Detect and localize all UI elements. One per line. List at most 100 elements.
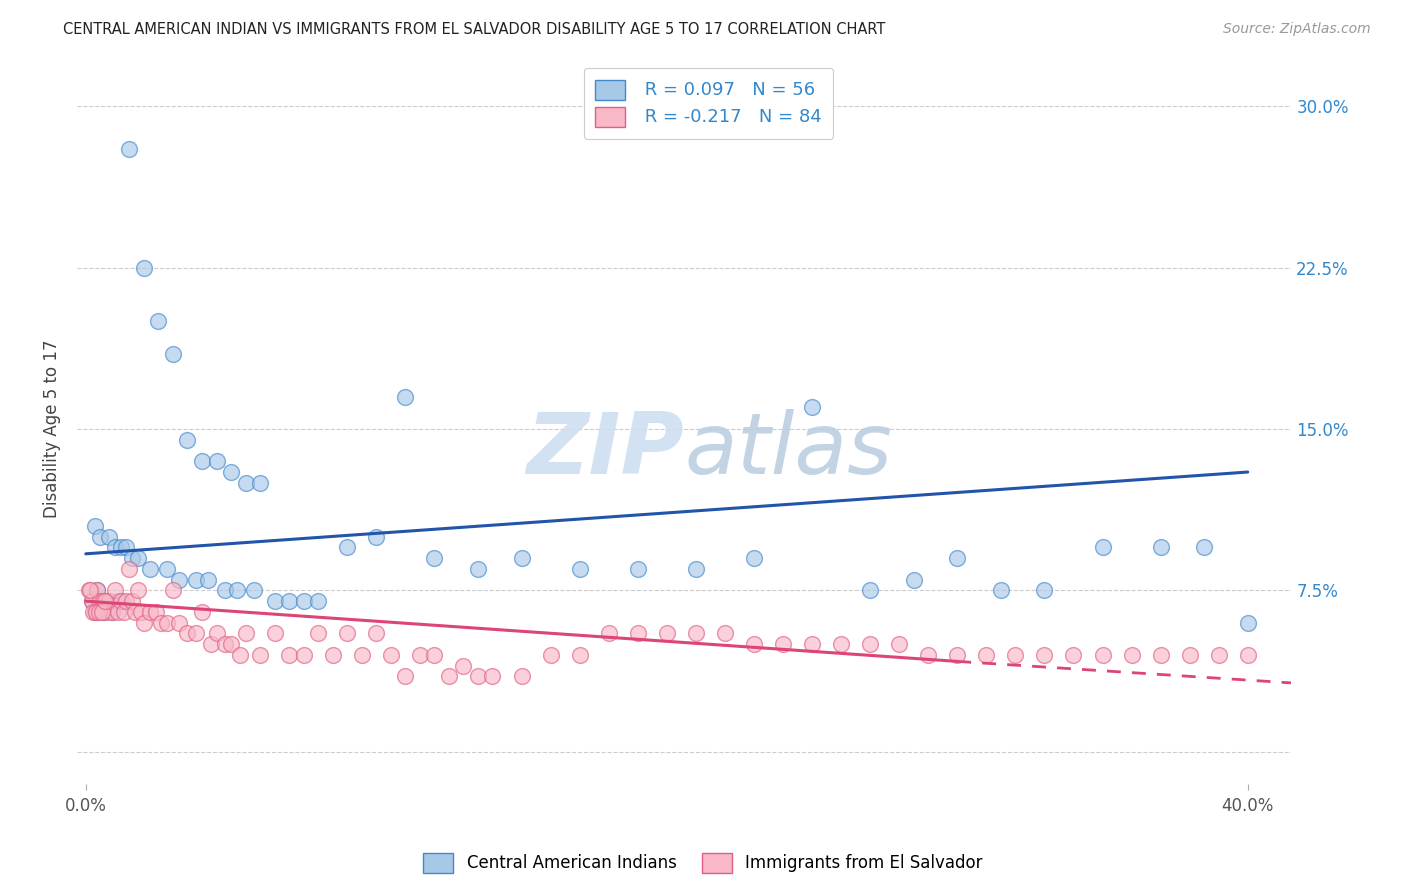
Point (127, 583, 149, 598)
Point (423, 551, 446, 566)
Point (437, 669, 460, 683)
Point (90, 605, 112, 619)
Legend: Central American Indians, Immigrants from El Salvador: Central American Indians, Immigrants fro… (416, 847, 990, 880)
Point (859, 583, 882, 598)
Point (322, 648, 344, 662)
Point (91, 594, 114, 608)
Point (946, 648, 969, 662)
Point (235, 475, 257, 490)
Point (89, 594, 111, 608)
Point (205, 626, 228, 640)
Point (394, 390, 416, 404)
Point (772, 637, 794, 651)
Point (186, 573, 208, 587)
Point (98, 594, 121, 608)
Point (101, 605, 124, 619)
Point (336, 626, 359, 640)
Point (409, 648, 432, 662)
Point (93, 594, 115, 608)
Point (467, 669, 489, 683)
Point (121, 594, 143, 608)
Point (83, 605, 105, 619)
Point (89, 530, 111, 544)
Point (145, 605, 167, 619)
Point (107, 605, 129, 619)
Point (243, 583, 266, 598)
Point (889, 637, 911, 651)
Point (219, 637, 242, 651)
Point (1192, 541, 1215, 555)
Point (1033, 583, 1056, 598)
Point (86, 583, 108, 598)
Point (191, 454, 214, 468)
Point (229, 648, 252, 662)
Point (1091, 648, 1114, 662)
Point (162, 583, 184, 598)
Point (1208, 648, 1230, 662)
Point (627, 562, 650, 576)
Point (138, 562, 160, 576)
Point (87, 605, 110, 619)
Point (94, 605, 117, 619)
Point (129, 605, 152, 619)
Point (510, 551, 533, 566)
Point (104, 583, 127, 598)
Point (176, 626, 198, 640)
Y-axis label: Disability Age 5 to 17: Disability Age 5 to 17 (44, 340, 60, 518)
Point (685, 626, 707, 640)
Text: CENTRAL AMERICAN INDIAN VS IMMIGRANTS FROM EL SALVADOR DISABILITY AGE 5 TO 17 CO: CENTRAL AMERICAN INDIAN VS IMMIGRANTS FR… (63, 22, 886, 37)
Point (110, 541, 132, 555)
Point (990, 583, 1012, 598)
Point (156, 615, 179, 630)
Point (98, 530, 121, 544)
Legend:  R = 0.097   N = 56,  R = -0.217   N = 84: R = 0.097 N = 56, R = -0.217 N = 84 (583, 68, 834, 139)
Point (115, 541, 138, 555)
Point (1091, 541, 1114, 555)
Point (801, 401, 824, 415)
Point (1236, 615, 1258, 630)
Point (859, 637, 882, 651)
Point (191, 605, 214, 619)
Point (801, 637, 824, 651)
Point (110, 594, 132, 608)
Point (162, 346, 184, 360)
Point (101, 605, 124, 619)
Point (366, 626, 388, 640)
Point (86, 583, 108, 598)
Point (467, 562, 489, 576)
Point (118, 142, 141, 156)
Point (742, 551, 765, 566)
Point (278, 648, 301, 662)
Point (307, 626, 329, 640)
Point (156, 562, 179, 576)
Point (976, 648, 998, 662)
Point (903, 573, 925, 587)
Point (94, 594, 117, 608)
Point (197, 573, 219, 587)
Point (394, 669, 416, 683)
Point (167, 573, 190, 587)
Point (107, 594, 129, 608)
Text: atlas: atlas (685, 409, 893, 491)
Point (84, 605, 107, 619)
Point (917, 648, 939, 662)
Point (132, 615, 155, 630)
Point (186, 626, 208, 640)
Point (742, 637, 765, 651)
Point (176, 433, 198, 447)
Point (80, 594, 103, 608)
Point (249, 475, 271, 490)
Point (200, 637, 222, 651)
Point (714, 626, 737, 640)
Point (263, 626, 285, 640)
Point (1236, 648, 1258, 662)
Point (214, 637, 236, 651)
Point (627, 626, 650, 640)
Point (91, 605, 114, 619)
Point (138, 605, 160, 619)
Point (510, 669, 533, 683)
Point (1033, 648, 1056, 662)
Point (1062, 648, 1084, 662)
Point (380, 648, 402, 662)
Point (540, 648, 562, 662)
